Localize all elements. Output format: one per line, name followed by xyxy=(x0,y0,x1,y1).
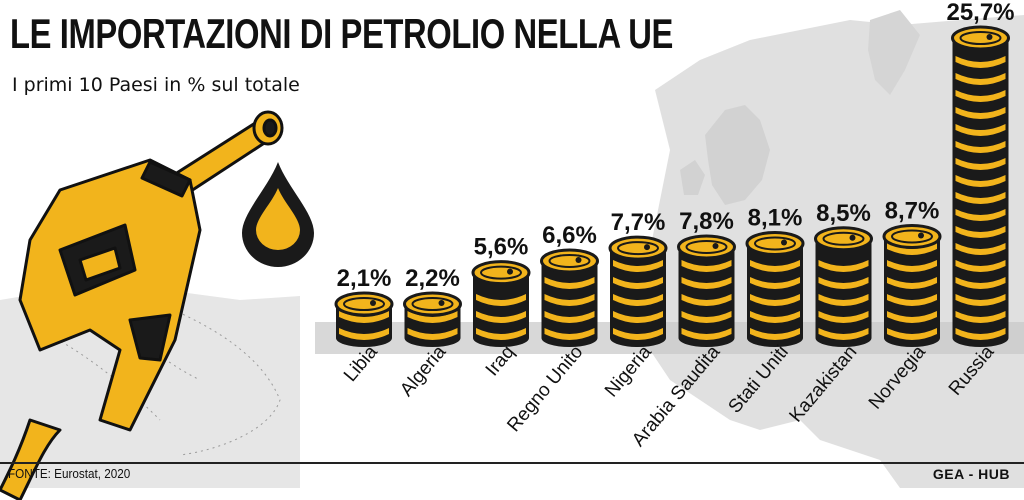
credit-label: GEA - HUB xyxy=(932,466,1010,482)
value-label-2: 5,6% xyxy=(474,234,529,261)
value-label-4: 7,7% xyxy=(611,209,666,236)
barrel-stack-8 xyxy=(882,223,942,347)
barrel-stack-2 xyxy=(471,260,531,347)
source-note: FONTE: Eurostat, 2020 xyxy=(8,466,131,481)
value-label-5: 7,8% xyxy=(679,208,734,235)
value-label-7: 8,5% xyxy=(816,200,871,227)
category-label-7: Kazakistan xyxy=(785,342,861,427)
barrel-stack-9 xyxy=(951,25,1010,347)
value-label-8: 8,7% xyxy=(885,197,940,224)
barrel-stack-6 xyxy=(745,230,805,347)
value-label-0: 2,1% xyxy=(337,265,392,292)
fuel-nozzle-icon xyxy=(0,110,284,500)
value-label-3: 6,6% xyxy=(542,222,597,249)
oil-drop-icon xyxy=(242,162,314,267)
footer-rule xyxy=(0,462,1024,464)
chart-subtitle: I primi 10 Paesi in % sul totale xyxy=(12,74,300,96)
chart-title: LE IMPORTAZIONI DI PETROLIO NELLA UE xyxy=(10,10,673,57)
barrel-stack-1 xyxy=(403,291,462,347)
barrel-stack-5 xyxy=(677,234,736,347)
barrel-stack-7 xyxy=(814,226,873,347)
barrel-stack-4 xyxy=(608,235,668,347)
barrel-stack-3 xyxy=(540,248,599,347)
value-label-1: 2,2% xyxy=(405,265,460,292)
barrel-stack-0 xyxy=(334,291,394,347)
value-label-9: 25,7% xyxy=(946,0,1014,26)
value-label-6: 8,1% xyxy=(748,204,803,231)
